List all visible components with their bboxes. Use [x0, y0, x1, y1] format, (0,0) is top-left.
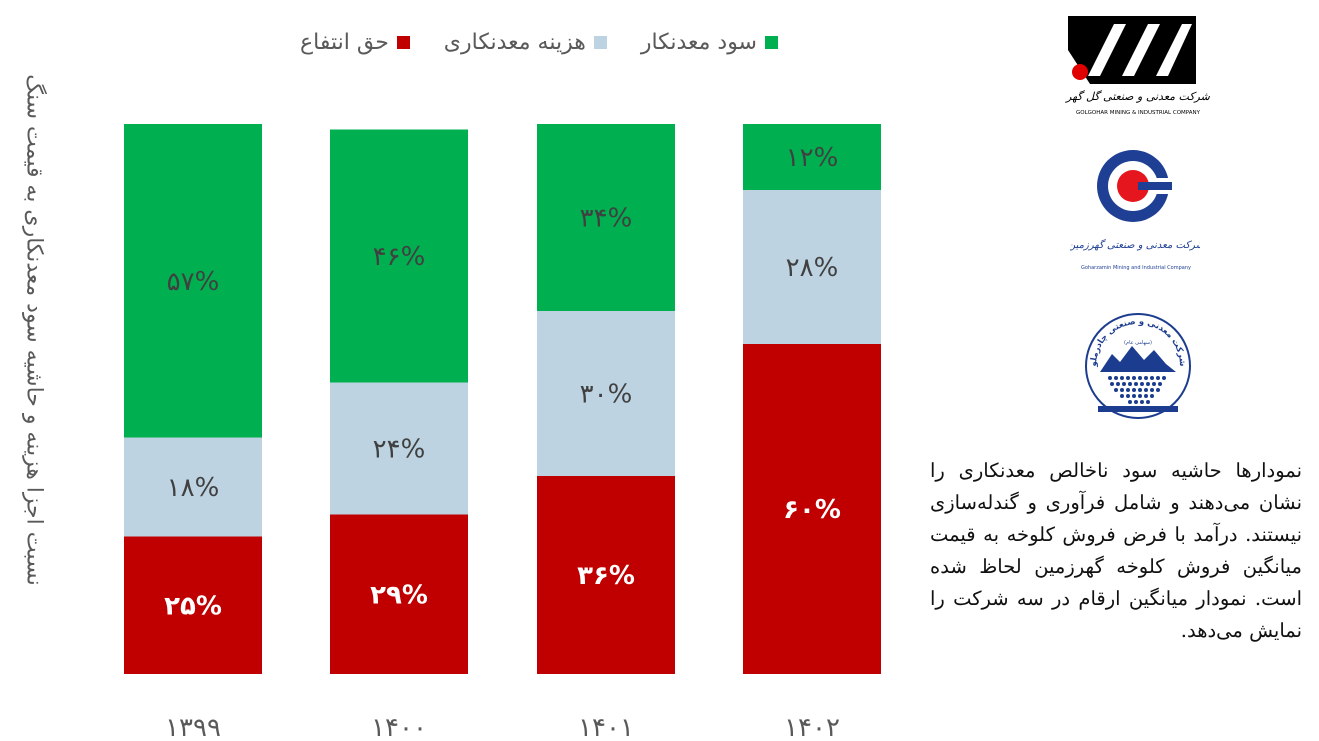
goharzamin-caption-fa: شرکت معدنی و صنعتی گهرزمین [1070, 239, 1200, 251]
golgohar-caption-en: GOLGOHAR MINING & INDUSTRIAL COMPANY [1076, 110, 1201, 116]
bar-segment-0-0 [124, 536, 262, 674]
chadormalu-caption-sub: (سهامی عام) [1124, 340, 1152, 346]
x-tick-label-2: ۱۴۰۱ [578, 713, 634, 741]
data-label-3-2: ۱۲% [786, 143, 839, 173]
legend-item-miner-profit: سود معدنکار [641, 30, 778, 55]
x-tick-label-1: ۱۴۰۰ [371, 713, 427, 741]
data-label-2-2: ۳۴% [580, 204, 633, 234]
legend-label-miner-profit: سود معدنکار [640, 29, 757, 55]
data-label-2-0: ۳۶% [577, 561, 635, 591]
bar-segment-1-2 [330, 129, 468, 383]
bar-segment-2-2 [537, 124, 675, 311]
data-label-3-1: ۲۸% [786, 253, 839, 283]
data-label-1-1: ۲۴% [373, 435, 426, 465]
data-label-3-0: ۶۰% [783, 495, 841, 525]
legend-item-royalty: حق انتفاع [300, 30, 410, 55]
chadormalu-logo: شرکت معدنی و صنعتی چادرملو (سهامی عام) [1082, 310, 1194, 422]
goharzamin-logo: شرکت معدنی و صنعتی گهرزمین Goharzamin Mi… [1068, 142, 1205, 277]
bar-segment-1-1 [330, 382, 468, 515]
bar-segment-0-2 [124, 124, 262, 438]
bar-segment-0-1 [124, 437, 262, 537]
bar-segment-3-2 [743, 124, 881, 190]
bar-segment-3-0 [743, 344, 881, 674]
bar-segment-3-1 [743, 190, 881, 344]
x-tick-label-0: ۱۳۹۹ [165, 713, 221, 741]
legend-swatch-green [765, 35, 778, 49]
legend-label-royalty: حق انتفاع [300, 29, 389, 55]
goharzamin-caption-en: Goharzamin Mining and Industrial Company [1081, 265, 1191, 271]
goharzamin-logo-mark: شرکت معدنی و صنعتی گهرزمین Goharzamin Mi… [1068, 150, 1205, 271]
golgohar-caption-fa: شرکت معدنی و صنعتی گل گهر [1064, 90, 1210, 103]
data-label-2-1: ۳۰% [580, 380, 633, 410]
golgohar-logo-mark: شرکت معدنی و صنعتی گل گهر GOLGOHAR MININ… [1064, 16, 1211, 116]
data-label-0-1: ۱۸% [167, 473, 220, 503]
data-label-1-2: ۴۶% [373, 242, 426, 272]
bar-segment-2-0 [537, 476, 675, 674]
chadormalu-dot-grid [1108, 376, 1166, 404]
chadormalu-logo-mark: شرکت معدنی و صنعتی چادرملو (سهامی عام) [1085, 313, 1191, 419]
data-label-1-0: ۲۹% [370, 580, 428, 610]
bar-segment-2-1 [537, 311, 675, 476]
legend-swatch-lightblue [593, 35, 607, 49]
data-label-0-0: ۲۵% [164, 591, 222, 621]
golgohar-logo: شرکت معدنی و صنعتی گل گهر GOLGOHAR MININ… [1060, 10, 1211, 120]
stacked-bar-chart: ۲۵% ۱۸% ۵۷% ۱۳۹۹ ۲۹% ۲۴% ۴۶% ۱۴۰۰ ۳۶% ۳۰% ۳۴% ۱۴۰۱ ۶… [124, 124, 881, 741]
chart-description: نمودارها حاشیه سود ناخالص معدنکاری را نش… [930, 459, 1302, 642]
bar-segment-1-0 [330, 514, 468, 674]
data-label-0-2: ۵۷% [167, 267, 220, 297]
legend-label-mining-cost: هزینه معدنکاری [443, 29, 586, 55]
legend-item-mining-cost: هزینه معدنکاری [444, 30, 607, 55]
legend-swatch-red [396, 35, 410, 49]
chart-legend: سود معدنکار هزینه معدنکاری حق انتفاع [188, 24, 778, 60]
x-tick-label-3: ۱۴۰۲ [784, 713, 840, 741]
